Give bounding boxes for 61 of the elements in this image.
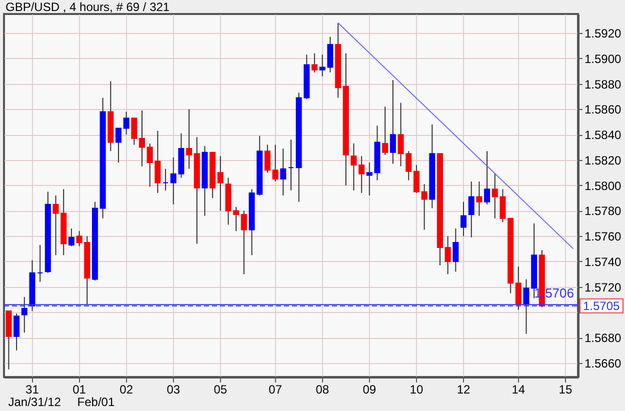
chart-title: GBP/USD , 4 hours, # 69 / 321 xyxy=(6,0,170,14)
candlestick xyxy=(14,313,20,351)
y-tick-label: 1.5920 xyxy=(584,26,622,41)
candlestick xyxy=(162,168,169,191)
y-tick-label: 1.5840 xyxy=(584,128,622,142)
candlestick xyxy=(452,228,459,272)
y-tick-label: 1.5740 xyxy=(584,255,622,269)
candlestick xyxy=(131,118,138,146)
candlestick xyxy=(523,278,530,334)
candlestick xyxy=(468,181,474,238)
candlestick xyxy=(382,106,388,156)
x-tick-label: 03 xyxy=(166,382,180,396)
x-tick-label: 01 xyxy=(72,382,86,396)
text: Jan/31/12 xyxy=(8,395,62,409)
candlestick xyxy=(139,110,146,167)
candlestick xyxy=(240,210,247,275)
candlestick xyxy=(484,150,490,205)
candlestick xyxy=(115,128,122,163)
y-tick-label: 1.5800 xyxy=(584,178,622,193)
candlestick xyxy=(288,139,294,191)
y-tick-label: 1.5680 xyxy=(584,331,622,346)
x-tick-label: 14 xyxy=(512,382,526,396)
text: Feb/01 xyxy=(77,395,115,409)
candlestick xyxy=(390,80,396,164)
candlestick xyxy=(444,236,451,275)
candlestick xyxy=(68,228,74,247)
candlestick xyxy=(312,52,318,73)
y-tick-label: 1.5900 xyxy=(584,52,622,66)
candlestick xyxy=(476,181,482,216)
x-tick-label: 08 xyxy=(316,382,330,396)
candlestick xyxy=(515,266,522,310)
candlestick xyxy=(123,111,130,136)
y-tick-label: 1.5760 xyxy=(584,230,622,244)
candlestick xyxy=(358,156,365,194)
ref-line-label: 1.5705 xyxy=(583,298,620,313)
x-tick-label: 15 xyxy=(558,382,572,396)
x-tick-label: 12 xyxy=(456,382,471,396)
candlestick xyxy=(37,244,44,282)
candlestick xyxy=(350,142,357,191)
x-tick-label: 02 xyxy=(120,382,134,396)
candlestick xyxy=(366,162,372,196)
x-tick-label: 09 xyxy=(362,382,376,396)
x-tick-label: 05 xyxy=(214,382,228,396)
y-tick-label: 1.5720 xyxy=(584,280,622,294)
y-tick-label: 1.5660 xyxy=(584,356,622,371)
x-tick-label: 07 xyxy=(268,382,282,396)
x-tick-label: 10 xyxy=(410,382,424,396)
candlestick xyxy=(186,108,192,170)
candlestick xyxy=(264,144,270,174)
candlestick xyxy=(413,164,420,194)
candlestick xyxy=(272,144,278,182)
candlestick xyxy=(421,184,428,230)
x-tick-label: 31 xyxy=(26,382,40,396)
y-tick-label: 1.5820 xyxy=(584,153,622,168)
candlestick xyxy=(217,156,224,212)
candlestick xyxy=(280,148,286,196)
candlestick xyxy=(460,201,467,237)
y-tick-label: 1.5860 xyxy=(584,102,622,117)
y-tick-label: 1.5780 xyxy=(584,204,622,218)
y-tick-label: 1.5880 xyxy=(584,77,622,92)
candlestick xyxy=(21,296,28,334)
